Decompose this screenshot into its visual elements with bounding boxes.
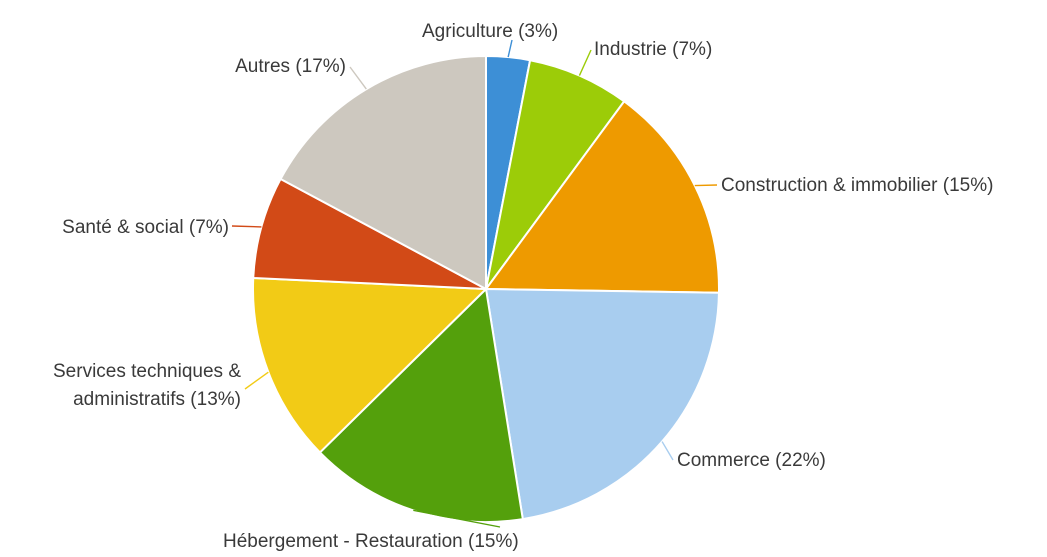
leader-line-hebergement-restauration <box>413 509 501 528</box>
label-services-line1: Services techniques & <box>53 361 241 382</box>
slice-labels: Agriculture (3%) Industrie (7%) Construc… <box>53 21 993 552</box>
label-services-line2: administratifs (13%) <box>73 389 241 410</box>
leader-lines <box>231 39 718 528</box>
leader-line-industrie <box>578 49 592 76</box>
pie-slice-autres <box>279 54 487 291</box>
pie-slice-construction-immobilier <box>484 99 720 294</box>
pie-slice-hebergement-restauration <box>318 286 524 523</box>
label-industrie: Industrie (7%) <box>594 39 712 60</box>
label-agriculture: Agriculture (3%) <box>422 21 558 42</box>
leader-line-sante-social <box>231 225 262 228</box>
label-commerce: Commerce (22%) <box>677 450 826 471</box>
leader-line-construction-immobilier <box>694 184 718 187</box>
leader-line-agriculture <box>507 39 513 58</box>
pie-slice-sante-social <box>252 177 487 290</box>
leader-line-commerce <box>661 441 674 461</box>
leader-line-autres <box>349 66 367 90</box>
label-construction: Construction & immobilier (15%) <box>721 175 993 196</box>
pie-slices <box>251 54 720 523</box>
pie-slice-commerce <box>484 287 720 521</box>
leader-line-services-techniques-administratifs <box>244 371 269 390</box>
label-sante: Santé & social (7%) <box>62 217 229 238</box>
label-autres: Autres (17%) <box>235 56 346 77</box>
pie-slice-industrie <box>485 59 626 290</box>
label-hebergement: Hébergement - Restauration (15%) <box>223 531 519 552</box>
